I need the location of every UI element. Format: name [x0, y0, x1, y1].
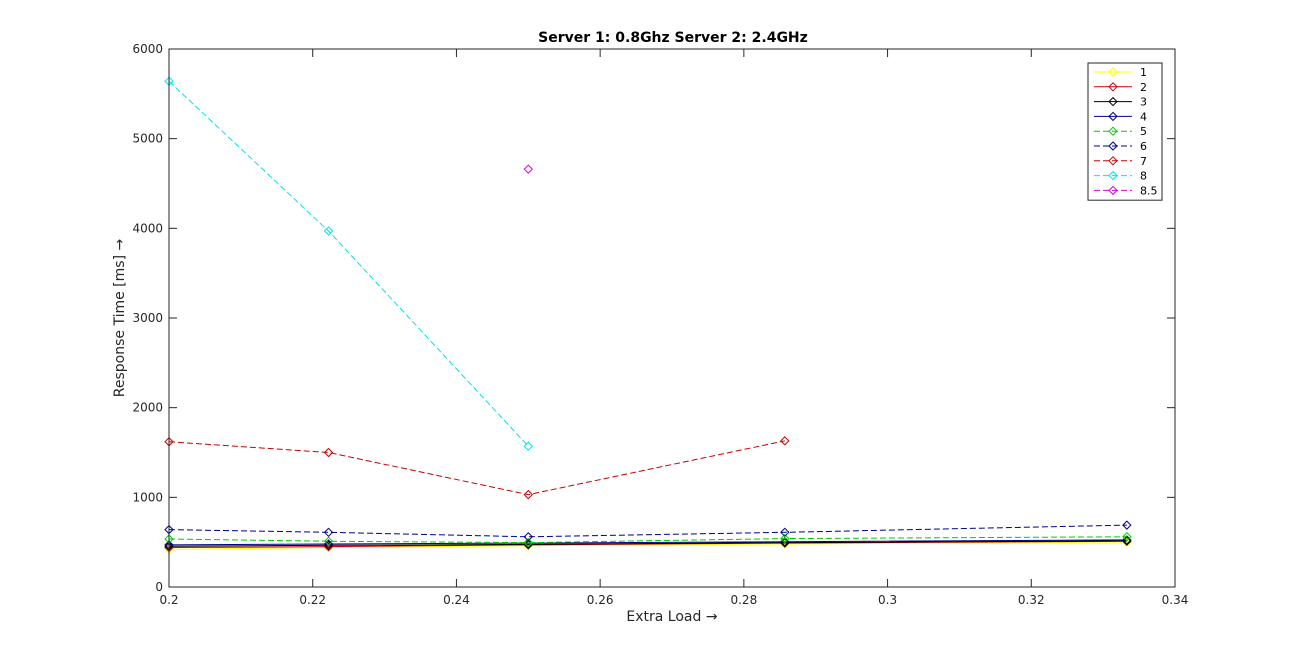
legend-entry-label: 3 [1140, 96, 1147, 109]
legend-entry-label: 1 [1140, 66, 1147, 79]
data-point-marker [1122, 520, 1132, 530]
chart-title: Server 1: 0.8Ghz Server 2: 2.4GHz [538, 30, 808, 46]
legend-entry-label: 8.5 [1140, 184, 1158, 197]
legend-entry-label: 2 [1140, 81, 1147, 94]
series-5 [164, 532, 1132, 548]
x-tick-label: 0.32 [1018, 593, 1045, 607]
x-axis-label: Extra Load → [626, 609, 717, 625]
legend-entry-label: 4 [1140, 110, 1147, 123]
data-point-marker [1122, 532, 1132, 542]
legend: 1 2 34 5 6 7 88.5 [1087, 62, 1163, 201]
x-tick-label: 0.22 [299, 593, 326, 607]
y-tick-label: 3000 [132, 311, 163, 325]
series-8 [164, 76, 533, 451]
series-line [168, 541, 1127, 550]
x-tick-label: 0.26 [587, 593, 614, 607]
y-tick-label: 6000 [132, 42, 163, 56]
y-tick-label: 1000 [132, 490, 163, 504]
data-point-marker [323, 226, 334, 236]
legend-swatch-marker [1108, 82, 1118, 92]
legend-swatch-marker [1108, 126, 1118, 136]
data-point-marker [523, 489, 533, 500]
data-point-marker [780, 436, 790, 446]
plot-area [164, 76, 1132, 555]
data-point-marker [323, 447, 334, 458]
data-point-marker [323, 536, 334, 546]
legend-swatch-marker [1108, 111, 1118, 122]
series-line [168, 80, 529, 447]
y-tick-label: 0 [155, 580, 163, 594]
data-point-marker [780, 533, 790, 544]
legend-swatch-marker [1108, 185, 1118, 196]
legend-entry-label: 7 [1140, 155, 1147, 168]
data-point-marker [323, 527, 334, 538]
series-line [168, 524, 1127, 538]
x-tick-label: 0.2 [159, 593, 178, 607]
y-tick-label: 2000 [132, 401, 163, 415]
legend-swatch-marker [1108, 96, 1118, 107]
data-point-marker [780, 527, 790, 538]
data-point-marker [523, 532, 533, 542]
y-tick-label: 4000 [132, 221, 163, 235]
series-line [168, 440, 785, 496]
data-point-marker [523, 164, 533, 174]
data-point-marker [523, 441, 533, 451]
x-tick-label: 0.34 [1162, 593, 1189, 607]
x-tick-label: 0.24 [443, 593, 470, 607]
x-tick-label: 0.28 [730, 593, 757, 607]
legend-entry-label: 6 [1140, 140, 1147, 153]
legend-entry-label: 5 [1140, 125, 1147, 138]
data-point-marker [523, 537, 533, 548]
series-line [168, 536, 1127, 544]
x-tick-label: 0.3 [878, 593, 897, 607]
series-8.5 [523, 164, 533, 174]
legend-swatch-marker [1108, 170, 1118, 181]
y-axis-label: Response Time [ms] → [112, 239, 128, 398]
axis-ticks: 0.2 0.22 0.24 0.26 0.28 0.3 0.32 0.34 0 1000 2000 3… [132, 42, 1188, 607]
legend-swatch-marker [1108, 156, 1118, 166]
y-tick-label: 5000 [132, 132, 163, 146]
legend-entry-label: 8 [1140, 170, 1147, 183]
legend-swatch-marker [1108, 67, 1118, 77]
series-line [168, 540, 1127, 547]
legend-swatch-marker [1108, 141, 1118, 151]
series-line [168, 539, 1127, 546]
